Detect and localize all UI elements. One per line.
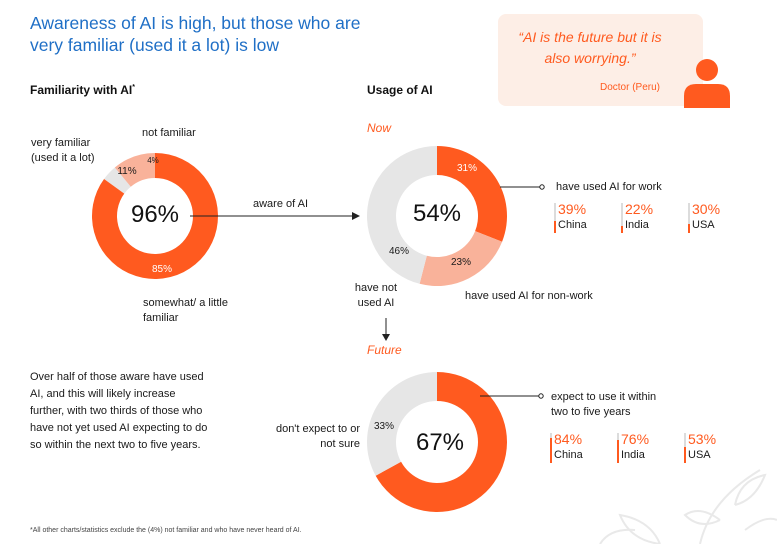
future-label: Future <box>367 343 402 357</box>
slice-label-somewhat: 85% <box>151 264 172 275</box>
future-bar-0 <box>550 437 552 463</box>
future-stat-0: 84% China <box>550 431 610 463</box>
familiarity-heading: Familiarity with AI* <box>30 83 135 97</box>
future-bar-1 <box>617 440 619 463</box>
familiarity-slice-2 <box>92 153 218 280</box>
usage-heading: Usage of AI <box>367 83 433 97</box>
slice-label-non-work: 23% <box>450 257 471 268</box>
future-bar-2 <box>684 447 686 463</box>
work-bar-track-2 <box>688 203 690 233</box>
usage-now-slice-2 <box>367 146 437 284</box>
quote-author: Doctor (Peru) <box>599 82 660 93</box>
work-label: have used AI for work <box>556 181 662 193</box>
slice-label-not-used: 46% <box>388 246 409 257</box>
future-bar-track-2 <box>684 433 686 463</box>
usage-now-center-value: 54% <box>412 200 462 227</box>
familiarity-center-value: 96% <box>130 201 180 228</box>
work-connector-dot <box>539 184 545 190</box>
work-pct-1: 22% <box>625 201 654 217</box>
dont-expect-label: don't expect to or not sure <box>275 423 360 450</box>
work-bar-track-0 <box>554 203 556 233</box>
usage-now-donut <box>367 146 507 286</box>
footnote: *All other charts/statistics exclude the… <box>30 527 302 534</box>
expect-connector-dot <box>538 393 544 399</box>
future-stat-2: 53% USA <box>684 431 744 463</box>
work-bar-1 <box>621 226 623 233</box>
not-familiar-label: not familiar <box>142 127 196 139</box>
page-title: Awareness of AI is high, but those who a… <box>30 13 361 55</box>
familiarity-slice-0 <box>104 167 131 194</box>
non-work-label: have used AI for non-work <box>465 290 593 302</box>
work-country-2: USA <box>692 219 715 231</box>
expect-label: expect to use it within two to five year… <box>551 391 657 418</box>
person-icon <box>682 59 730 108</box>
familiarity-slice-1 <box>114 153 155 187</box>
somewhat-familiar-label: somewhat/ a little familiar <box>143 297 228 324</box>
slice-label-work: 31% <box>456 163 477 174</box>
work-pct-2: 30% <box>692 201 721 217</box>
body-text: Over half of those aware have used AI, a… <box>30 371 208 451</box>
not-used-label: have not used AI <box>354 282 398 309</box>
work-country-0: China <box>558 219 587 231</box>
work-bar-0 <box>554 221 556 233</box>
aware-of-ai-label: aware of AI <box>253 198 309 210</box>
slice-label-dont-expect: 33% <box>373 421 394 432</box>
usage-now-slice-1 <box>419 231 503 286</box>
usage-now-slice-0 <box>437 146 507 242</box>
quote-text: “AI is the future but it is also worryin… <box>518 29 662 66</box>
future-country-0: China <box>554 449 583 461</box>
usage-future-center-value: 67% <box>415 429 465 456</box>
slice-label-not-familiar: 4% <box>147 156 159 165</box>
quote-card <box>498 14 703 106</box>
aware-arrow-head <box>352 212 360 220</box>
work-pct-0: 39% <box>558 201 587 217</box>
decorative-leaves <box>599 469 777 544</box>
future-bar-track-1 <box>617 433 619 463</box>
work-bar-2 <box>688 224 690 233</box>
usage-future-slice-1 <box>367 372 437 476</box>
future-bar-track-0 <box>550 433 552 463</box>
future-country-1: India <box>621 449 645 461</box>
work-bar-track-1 <box>621 203 623 233</box>
future-country-2: USA <box>688 449 711 461</box>
work-stat-1: 22% India <box>621 201 681 233</box>
now-label: Now <box>367 121 392 135</box>
very-familiar-label: very familiar (used it a lot) <box>31 137 95 164</box>
future-pct-0: 84% <box>554 431 583 447</box>
down-arrow-head <box>382 334 390 341</box>
slice-label-very-familiar: 11% <box>117 166 137 177</box>
future-stat-1: 76% India <box>617 431 677 463</box>
familiarity-donut <box>92 153 218 280</box>
work-stat-2: 30% USA <box>688 201 748 233</box>
usage-future-slice-0 <box>375 372 507 512</box>
work-country-1: India <box>625 219 649 231</box>
future-pct-1: 76% <box>621 431 650 447</box>
usage-future-donut <box>367 372 507 512</box>
future-pct-2: 53% <box>688 431 717 447</box>
work-stat-0: 39% China <box>554 201 614 233</box>
